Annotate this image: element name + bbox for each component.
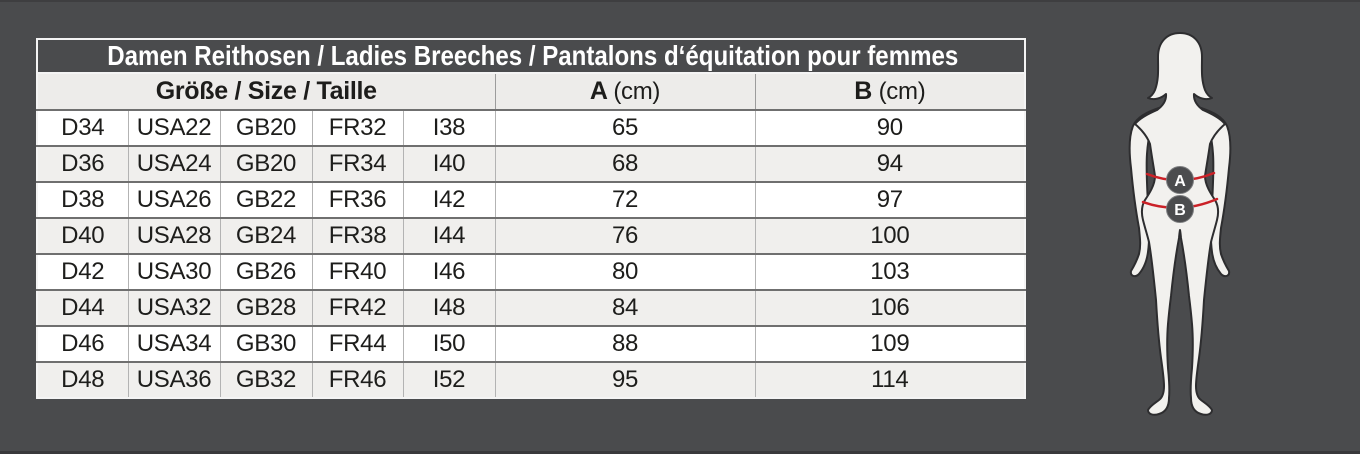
size-cell-usa: USA22 xyxy=(127,109,220,146)
size-cell-de: D40 xyxy=(37,217,128,254)
measurement-a-cell: 72 xyxy=(494,181,755,218)
table-row: D36 USA24 GB20 FR34 I40 68 94 xyxy=(37,145,1026,182)
size-table: Damen Reithosen / Ladies Breeches / Pant… xyxy=(36,38,1027,399)
size-cell-de: D38 xyxy=(37,181,128,218)
size-cell-usa: USA36 xyxy=(127,361,220,398)
badge-a-circle xyxy=(1166,166,1194,194)
table-row: D38 USA26 GB22 FR36 I42 72 97 xyxy=(37,181,1026,218)
measure-badge-a: A xyxy=(1166,166,1194,194)
table-row: D42 USA30 GB26 FR40 I46 80 103 xyxy=(37,253,1026,290)
column-header-b: B (cm) xyxy=(754,73,1026,111)
table-title: Damen Reithosen / Ladies Breeches / Pant… xyxy=(37,39,1026,74)
measurement-a-cell: 68 xyxy=(494,145,755,182)
table-header-row: Größe / Size / Taille A (cm) B (cm) xyxy=(37,73,1026,111)
size-cell-it: I46 xyxy=(402,253,495,290)
size-cell-gb: GB28 xyxy=(219,289,312,326)
measurement-b-cell: 90 xyxy=(754,109,1026,146)
size-cell-gb: GB30 xyxy=(219,325,312,362)
size-cell-it: I44 xyxy=(402,217,495,254)
size-cell-usa: USA34 xyxy=(127,325,220,362)
column-b-letter: B xyxy=(854,77,872,105)
size-cell-gb: GB20 xyxy=(219,109,312,146)
woman-body-silhouette xyxy=(1134,32,1226,416)
measure-badge-b: B xyxy=(1166,195,1194,223)
measurement-a-cell: 88 xyxy=(494,325,755,362)
size-cell-it: I38 xyxy=(402,109,495,146)
size-cell-usa: USA26 xyxy=(127,181,220,218)
size-cell-gb: GB26 xyxy=(219,253,312,290)
size-cell-it: I40 xyxy=(402,145,495,182)
badge-b-label: B xyxy=(1174,202,1186,219)
woman-silhouette-figure: A B xyxy=(1128,32,1232,416)
size-cell-fr: FR38 xyxy=(311,217,403,254)
table-row: D48 USA36 GB32 FR46 I52 95 114 xyxy=(37,361,1026,398)
badge-a-label: A xyxy=(1174,173,1186,190)
column-header-a: A (cm) xyxy=(494,73,755,111)
size-cell-fr: FR34 xyxy=(311,145,403,182)
size-cell-gb: GB32 xyxy=(219,361,312,398)
size-cell-fr: FR46 xyxy=(311,361,403,398)
table-row: D34 USA22 GB20 FR32 I38 65 90 xyxy=(37,109,1026,146)
size-cell-gb: GB22 xyxy=(219,181,312,218)
size-cell-fr: FR40 xyxy=(311,253,403,290)
size-cell-it: I50 xyxy=(402,325,495,362)
measurement-a-cell: 76 xyxy=(494,217,755,254)
size-cell-gb: GB24 xyxy=(219,217,312,254)
measurement-b-cell: 114 xyxy=(754,361,1026,398)
left-arm-silhouette xyxy=(1128,107,1160,278)
size-cell-fr: FR42 xyxy=(311,289,403,326)
right-arm-silhouette xyxy=(1200,107,1232,278)
measurement-a-cell: 65 xyxy=(494,109,755,146)
table-row: D46 USA34 GB30 FR44 I50 88 109 xyxy=(37,325,1026,362)
page-bottom-edge xyxy=(0,451,1360,454)
measurement-a-cell: 80 xyxy=(494,253,755,290)
size-cell-de: D36 xyxy=(37,145,128,182)
size-cell-de: D34 xyxy=(37,109,128,146)
measurement-a-cell: 84 xyxy=(494,289,755,326)
size-cell-usa: USA30 xyxy=(127,253,220,290)
size-cell-fr: FR32 xyxy=(311,109,403,146)
column-header-size: Größe / Size / Taille xyxy=(37,73,495,111)
size-cell-gb: GB20 xyxy=(219,145,312,182)
size-cell-it: I52 xyxy=(402,361,495,398)
measurement-b-cell: 103 xyxy=(754,253,1026,290)
page-top-edge xyxy=(0,0,1360,2)
size-cell-usa: USA28 xyxy=(127,217,220,254)
measurement-b-cell: 100 xyxy=(754,217,1026,254)
table-row: D44 USA32 GB28 FR42 I48 84 106 xyxy=(37,289,1026,326)
table-title-row: Damen Reithosen / Ladies Breeches / Pant… xyxy=(37,39,1026,74)
column-b-unit: (cm) xyxy=(878,78,926,105)
size-cell-de: D44 xyxy=(37,289,128,326)
column-a-unit: (cm) xyxy=(613,78,661,105)
size-cell-de: D48 xyxy=(37,361,128,398)
size-cell-de: D42 xyxy=(37,253,128,290)
measurement-a-cell: 95 xyxy=(494,361,755,398)
measurement-b-cell: 109 xyxy=(754,325,1026,362)
size-cell-it: I48 xyxy=(402,289,495,326)
measurement-b-cell: 97 xyxy=(754,181,1026,218)
table-row: D40 USA28 GB24 FR38 I44 76 100 xyxy=(37,217,1026,254)
table-title-text: Damen Reithosen / Ladies Breeches / Pant… xyxy=(107,40,959,71)
measurement-b-cell: 106 xyxy=(754,289,1026,326)
size-cell-fr: FR44 xyxy=(311,325,403,362)
size-cell-usa: USA24 xyxy=(127,145,220,182)
column-a-letter: A xyxy=(589,77,607,105)
size-cell-usa: USA32 xyxy=(127,289,220,326)
size-cell-it: I42 xyxy=(402,181,495,218)
measurement-b-cell: 94 xyxy=(754,145,1026,182)
size-cell-fr: FR36 xyxy=(311,181,403,218)
size-cell-de: D46 xyxy=(37,325,128,362)
badge-b-circle xyxy=(1166,195,1194,223)
